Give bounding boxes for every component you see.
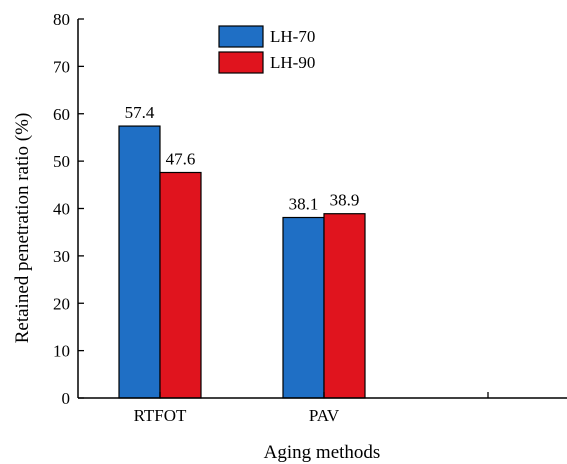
x-tick-label-rtfot: RTFOT bbox=[134, 406, 187, 425]
bar-lh-90-rtfot bbox=[159, 171, 202, 399]
legend-swatch-lh-90 bbox=[218, 51, 264, 74]
legend-label-lh-70: LH-70 bbox=[270, 27, 315, 46]
y-tick-label: 40 bbox=[53, 200, 70, 219]
data-label-lh-70-pav: 38.1 bbox=[289, 195, 319, 214]
y-tick-label: 70 bbox=[53, 57, 70, 76]
y-tick-label: 20 bbox=[53, 294, 70, 313]
axes-layer: 0 10 20 30 40 50 60 70 80 RTFOT PAV bbox=[53, 10, 567, 425]
x-axis-title: Aging methods bbox=[264, 442, 381, 463]
y-tick-label: 10 bbox=[53, 342, 70, 361]
x-tick-label-pav: PAV bbox=[309, 406, 340, 425]
data-label-lh-70-rtfot: 57.4 bbox=[125, 103, 155, 122]
bars-layer bbox=[118, 125, 366, 399]
data-label-lh-90-rtfot: 47.6 bbox=[166, 149, 196, 168]
y-tick-label: 30 bbox=[53, 247, 70, 266]
legend: LH-70 LH-90 bbox=[218, 25, 315, 74]
data-label-lh-90-pav: 38.9 bbox=[330, 191, 360, 210]
y-tick-label: 60 bbox=[53, 105, 70, 124]
bar-lh-70-pav bbox=[282, 216, 325, 399]
bar-lh-90-pav bbox=[323, 213, 366, 399]
y-tick-label: 50 bbox=[53, 152, 70, 171]
y-axis-title: Retained penetration ratio (%) bbox=[12, 113, 33, 344]
y-tick-label: 80 bbox=[53, 10, 70, 29]
y-tick-label: 0 bbox=[62, 389, 71, 408]
legend-swatch-lh-70 bbox=[218, 25, 264, 48]
legend-label-lh-90: LH-90 bbox=[270, 53, 315, 72]
data-labels-layer: 57.4 47.6 38.1 38.9 bbox=[125, 103, 360, 213]
bar-lh-70-rtfot bbox=[118, 125, 161, 399]
